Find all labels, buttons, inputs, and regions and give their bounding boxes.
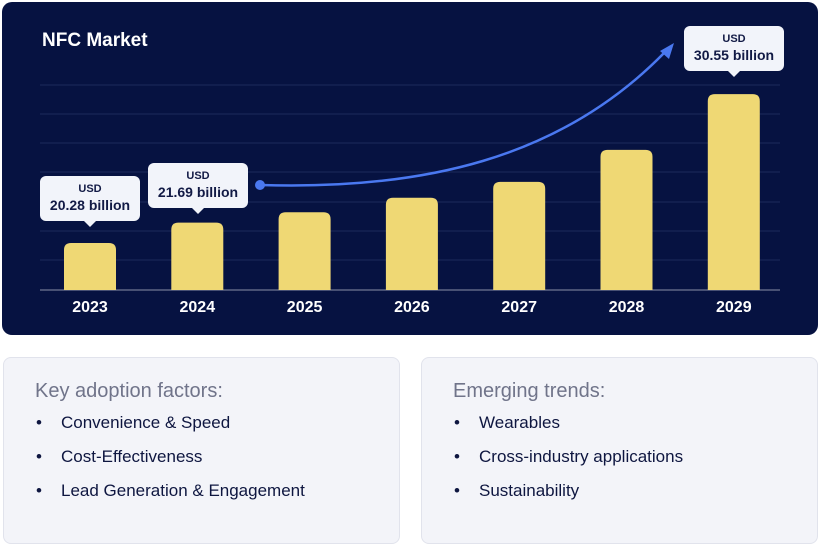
bar-2026: [385, 197, 438, 290]
data-label-unit: USD: [722, 33, 746, 45]
data-label-2023: USD 20.28 billion: [40, 176, 140, 227]
x-tick-label: 2028: [609, 299, 645, 316]
bar-2028: [600, 149, 653, 290]
list-item: Lead Generation & Engagement: [34, 480, 399, 514]
list-item: Cost-Effectiveness: [34, 446, 399, 480]
bar-2023: [64, 243, 116, 290]
data-label-value: 21.69 billion: [157, 184, 239, 200]
bar-2027: [493, 181, 546, 290]
growth-arrow: [259, 51, 666, 187]
x-tick-label: 2024: [180, 299, 216, 316]
adoption-heading: Key adoption factors:: [35, 380, 223, 402]
data-label-value: 30.55 billion: [693, 47, 775, 63]
data-label-2029: USD 30.55 billion: [684, 26, 784, 77]
list-item: Cross-industry applications: [452, 446, 817, 480]
adoption-factors-card: Key adoption factors: Convenience & Spee…: [3, 357, 400, 544]
x-tick-label: 2029: [716, 299, 752, 316]
x-tick-label: 2027: [501, 299, 537, 316]
data-label-value: 20.28 billion: [49, 197, 131, 213]
data-label-unit: USD: [78, 183, 102, 195]
chart-title: NFC Market: [42, 30, 148, 51]
trends-heading: Emerging trends:: [453, 380, 606, 402]
data-label-2024: USD 21.69 billion: [148, 163, 248, 214]
x-tick-label: 2026: [394, 299, 430, 316]
bar-2024: [171, 222, 224, 290]
x-tick-label: 2025: [287, 299, 323, 316]
list-item: Sustainability: [452, 480, 817, 514]
bar-2025: [278, 212, 331, 290]
emerging-trends-card: Emerging trends: Wearables Cross-industr…: [421, 357, 818, 544]
data-label-unit: USD: [186, 170, 210, 182]
bar-chart: 2023 2024 2025 2026 2027 2028 2029: [40, 43, 780, 316]
list-item: Convenience & Speed: [34, 412, 399, 446]
arrow-start-dot: [255, 180, 265, 190]
arrow-head-icon: [660, 43, 674, 59]
x-tick-label: 2023: [72, 299, 108, 316]
bar-2029: [707, 94, 760, 290]
list-item: Wearables: [452, 412, 817, 446]
